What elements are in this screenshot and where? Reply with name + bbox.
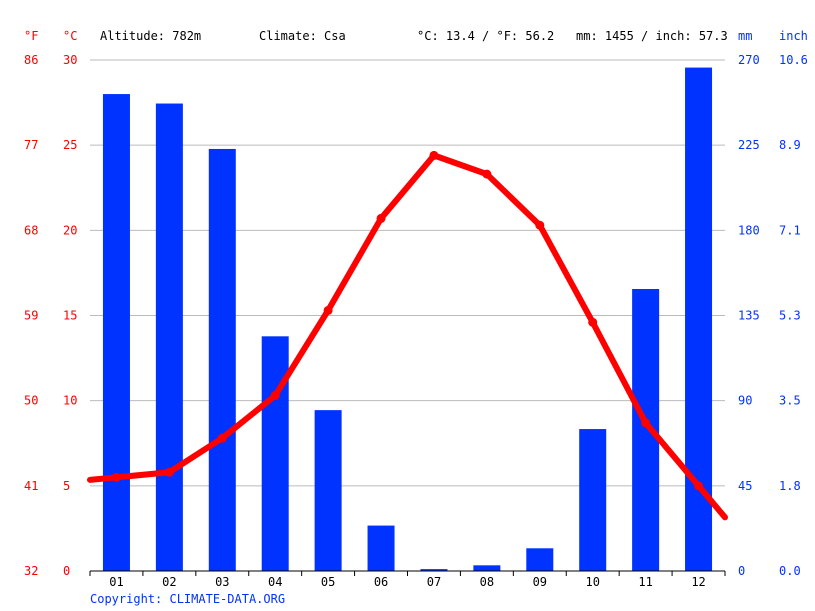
fahrenheit-tick-label: 32 — [24, 564, 38, 578]
precipitation-bar — [261, 336, 289, 571]
inch-tick-label: 7.1 — [779, 223, 801, 237]
precipitation-bar — [208, 148, 236, 572]
mm-tick-label: 225 — [738, 138, 760, 152]
celsius-tick-label: 0 — [63, 564, 70, 578]
temperature-point — [641, 418, 651, 428]
x-tick-label: 10 — [585, 575, 599, 589]
precipitation-bar — [526, 548, 554, 571]
temperature-line — [87, 150, 728, 521]
gridlines — [90, 59, 725, 487]
x-tick-label: 08 — [480, 575, 494, 589]
celsius-tick-label: 30 — [63, 53, 77, 67]
fahrenheit-tick-label: 77 — [24, 138, 38, 152]
precipitation-bar — [367, 525, 395, 571]
x-tick-label: 04 — [268, 575, 282, 589]
mm-tick-label: 0 — [738, 564, 745, 578]
mm-tick-label: 135 — [738, 309, 760, 323]
x-tick-label: 02 — [162, 575, 176, 589]
temperature-point — [588, 317, 598, 327]
x-tick-label: 11 — [638, 575, 652, 589]
celsius-tick-label: 25 — [63, 138, 77, 152]
celsius-tick-label: 20 — [63, 223, 77, 237]
copyright-link[interactable]: Copyright: CLIMATE-DATA.ORG — [90, 592, 285, 606]
mm-tick-label: 180 — [738, 223, 760, 237]
mm-tick-label: 45 — [738, 479, 752, 493]
celsius-tick-label: 10 — [63, 394, 77, 408]
inch-tick-label: 10.6 — [779, 53, 808, 67]
temperature-point — [270, 391, 280, 401]
x-tick-label: 03 — [215, 575, 229, 589]
fahrenheit-tick-label: 50 — [24, 394, 38, 408]
inch-tick-label: 8.9 — [779, 138, 801, 152]
precipitation-bar — [102, 94, 130, 572]
temperature-point — [429, 150, 439, 160]
fahrenheit-unit-label: °F — [24, 29, 38, 43]
precipitation-bar — [155, 103, 183, 571]
x-tick-label: 01 — [109, 575, 123, 589]
celsius-tick-label: 5 — [63, 479, 70, 493]
axes — [89, 570, 726, 576]
tick-labels: 01 02 03 04 05 06 07 08 09 10 11 123241505968778605… — [24, 53, 808, 589]
inch-tick-label: 3.5 — [779, 394, 801, 408]
temperature-point — [376, 213, 386, 223]
x-tick-label: 07 — [427, 575, 441, 589]
x-tick-label: 12 — [691, 575, 705, 589]
mm-unit-label: mm — [738, 29, 752, 43]
temperature-point — [111, 472, 121, 482]
inch-tick-label: 5.3 — [779, 309, 801, 323]
fahrenheit-tick-label: 41 — [24, 479, 38, 493]
temperature-point — [535, 220, 545, 230]
mm-tick-label: 270 — [738, 53, 760, 67]
precipitation-bar — [420, 569, 448, 571]
inch-tick-label: 0.0 — [779, 564, 801, 578]
temperature-point — [217, 433, 227, 443]
average-temperature-label: °C: 13.4 / °F: 56.2 — [417, 29, 554, 43]
fahrenheit-tick-label: 68 — [24, 223, 38, 237]
climate-label: Climate: Csa — [259, 29, 346, 43]
celsius-unit-label: °C — [63, 29, 77, 43]
x-tick-label: 06 — [374, 575, 388, 589]
x-tick-label: 09 — [533, 575, 547, 589]
precipitation-bar — [579, 429, 607, 571]
fahrenheit-tick-label: 86 — [24, 53, 38, 67]
inch-tick-label: 1.8 — [779, 479, 801, 493]
precipitation-bars — [102, 67, 713, 572]
mm-tick-label: 90 — [738, 394, 752, 408]
annual-precipitation-label: mm: 1455 / inch: 57.3 — [576, 29, 728, 43]
temperature-series-line — [87, 152, 728, 521]
temperature-point — [323, 305, 333, 315]
x-tick-label: 05 — [321, 575, 335, 589]
fahrenheit-tick-label: 59 — [24, 309, 38, 323]
temperature-point — [694, 481, 704, 491]
temperature-point — [482, 169, 492, 179]
celsius-tick-label: 15 — [63, 309, 77, 323]
precipitation-bar — [473, 565, 501, 571]
temperature-point — [164, 467, 174, 477]
inch-unit-label: inch — [779, 29, 808, 43]
precipitation-bar — [314, 410, 342, 571]
altitude-label: Altitude: 782m — [100, 29, 201, 43]
